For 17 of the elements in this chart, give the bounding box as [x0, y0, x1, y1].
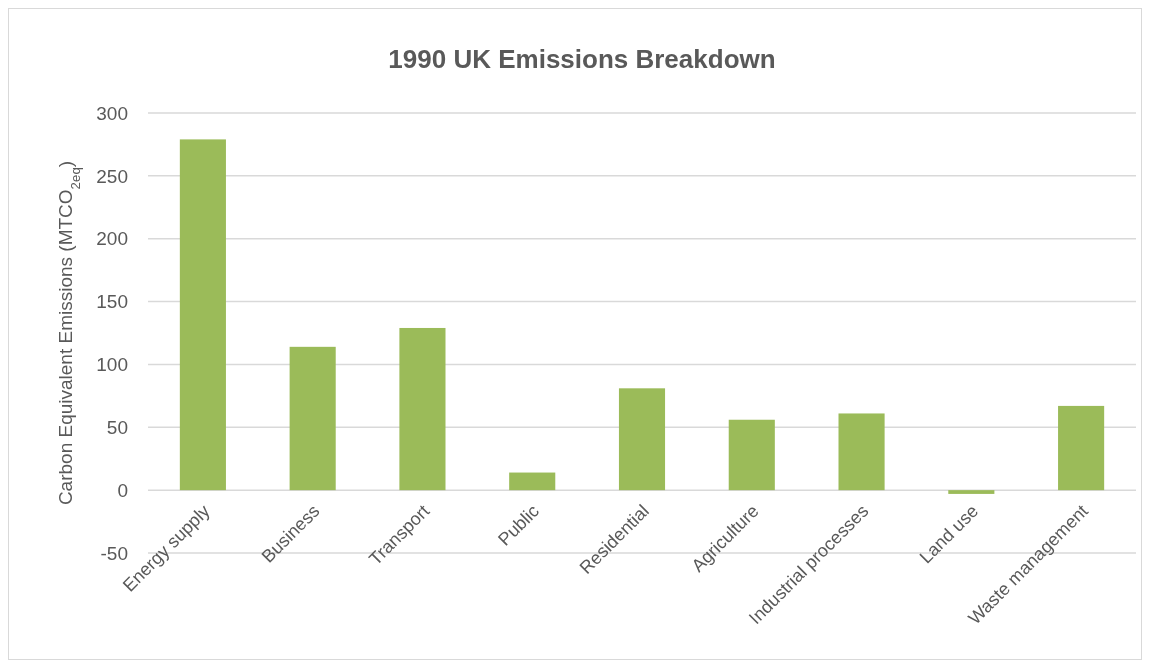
y-tick-label: 0: [117, 479, 128, 501]
bar: [948, 490, 995, 494]
bar: [509, 472, 556, 491]
y-tick-label: 200: [96, 228, 128, 250]
bar: [1058, 405, 1105, 491]
bar: [289, 346, 336, 491]
y-tick-label: 100: [96, 354, 128, 376]
bar: [179, 139, 226, 491]
bar: [618, 388, 666, 491]
y-tick-label: 50: [106, 416, 128, 438]
bar: [728, 419, 775, 491]
bar: [838, 413, 885, 491]
y-tick-label: 150: [96, 291, 128, 313]
chart-title: 1990 UK Emissions Breakdown: [388, 44, 776, 74]
bar: [399, 327, 446, 491]
y-tick-label: 250: [96, 165, 128, 187]
y-tick-label: 300: [96, 102, 128, 124]
